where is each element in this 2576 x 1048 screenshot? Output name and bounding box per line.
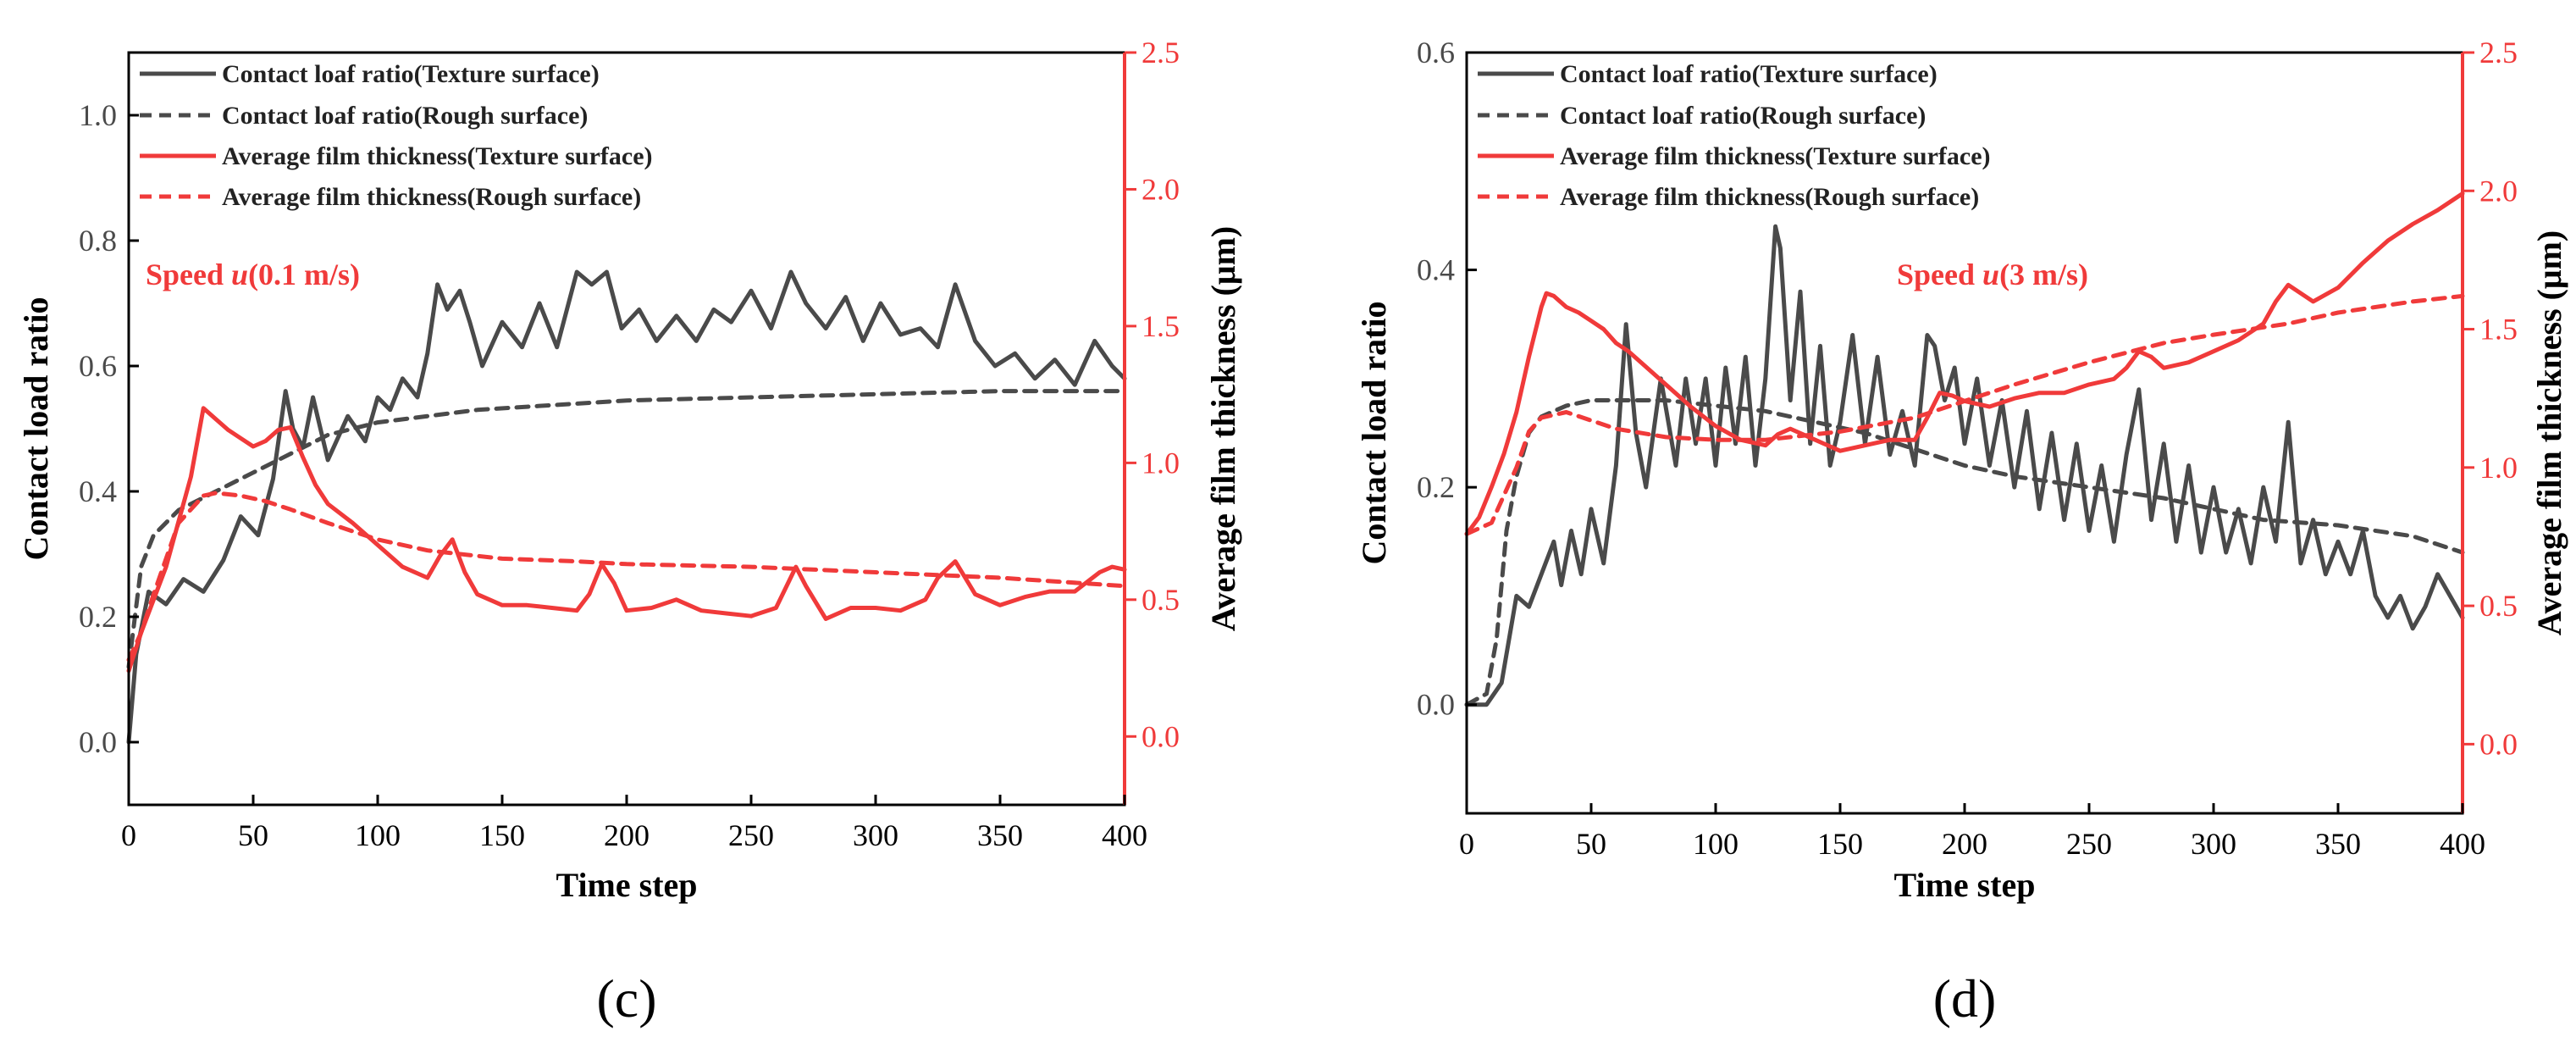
annotation-text: Speed: [146, 258, 231, 291]
x-axis-ticks-d: 0 50 100 150 200 250 300 350 400: [1459, 803, 2485, 861]
left-tick-label: 0.8: [79, 224, 117, 258]
right-tick-label: 2.0: [1142, 172, 1180, 206]
legend-c: Contact loaf ratio(Texture surface) Cont…: [140, 60, 653, 211]
x-tick-label: 200: [1942, 827, 1987, 861]
panel-d: 0.0 0.2 0.4 0.6 0.0 0.5 1.0 1.5 2.0 2.5 0 50 100 15…: [1355, 36, 2568, 1029]
y-axis-title-right-d: Average film thickness (μm): [2530, 230, 2568, 636]
right-tick-label: 0.0: [2479, 727, 2518, 761]
x-axis-title-d: Time step: [1893, 866, 2035, 904]
legend-label: Contact loaf ratio(Rough surface): [1560, 102, 1926, 130]
right-axis-ticks-d: 0.0 0.5 1.0 1.5 2.0 2.5: [2463, 36, 2518, 761]
right-tick-label: 2.0: [2479, 174, 2518, 208]
x-tick-label: 100: [355, 818, 401, 852]
legend-label: Average film thickness(Texture surface): [1560, 142, 1991, 170]
x-axis-ticks-c: 0 50 100 150 200 250 300 350 400: [121, 795, 1147, 852]
x-tick-label: 0: [1459, 827, 1474, 861]
left-axis-ticks-d: 0.0 0.2 0.4 0.6: [1417, 36, 1477, 722]
series-layer-c: [126, 269, 1127, 745]
right-tick-label: 1.0: [2479, 451, 2518, 485]
x-tick-label: 400: [2440, 827, 2485, 861]
legend-label: Contact loaf ratio(Texture surface): [1560, 60, 1938, 88]
left-tick-label: 1.0: [79, 98, 117, 132]
x-tick-label: 150: [479, 818, 525, 852]
legend-label: Average film thickness(Texture surface): [222, 142, 653, 170]
annotation-value: (0.1 m/s): [248, 258, 360, 291]
speed-annotation-d: Speed u(3 m/s): [1897, 258, 2088, 291]
x-tick-label: 300: [853, 818, 898, 852]
x-axis-title-c: Time step: [556, 866, 697, 904]
legend-label: Average film thickness(Rough surface): [222, 183, 641, 211]
right-tick-label: 1.5: [2479, 313, 2518, 347]
legend-label: Contact loaf ratio(Rough surface): [222, 102, 588, 130]
right-tick-label: 2.5: [2479, 36, 2518, 69]
x-tick-label: 200: [604, 818, 650, 852]
series-line-contact-loaf-ratio-texture-surface: [1464, 224, 2465, 707]
x-tick-label: 100: [1693, 827, 1739, 861]
annotation-text: Speed: [1897, 258, 1982, 291]
x-tick-label: 300: [2191, 827, 2236, 861]
x-tick-label: 150: [1817, 827, 1863, 861]
right-tick-label: 0.0: [1142, 719, 1180, 753]
panel-c: 0.0 0.2 0.4 0.6 0.8 1.0 0.0 0.5 1.0 1.5 2.0 2.5 0 5…: [17, 36, 1242, 1029]
annotation-symbol: u: [1982, 258, 1999, 291]
series-line-average-film-thickness-rough-surface: [126, 491, 1127, 663]
right-tick-label: 0.5: [2479, 589, 2518, 623]
series-line-average-film-thickness-rough-surface: [1464, 293, 2465, 536]
left-tick-label: 0.0: [79, 725, 117, 759]
series-line-contact-loaf-ratio-rough-surface: [126, 389, 1127, 669]
x-tick-label: 250: [728, 818, 774, 852]
x-tick-label: 350: [2315, 827, 2361, 861]
annotation-symbol: u: [231, 258, 248, 291]
x-tick-label: 50: [238, 818, 268, 852]
left-tick-label: 0.4: [79, 474, 117, 508]
legend-d: Contact loaf ratio(Texture surface) Cont…: [1478, 60, 1991, 211]
y-axis-title-left-c: Contact load ratio: [17, 297, 55, 560]
right-tick-label: 1.5: [1142, 309, 1180, 343]
left-tick-label: 0.6: [79, 349, 117, 383]
right-tick-label: 1.0: [1142, 446, 1180, 480]
series-line-average-film-thickness-texture-surface: [126, 406, 1127, 674]
series-line-contact-loaf-ratio-rough-surface: [1464, 398, 2465, 707]
right-tick-label: 0.5: [1142, 583, 1180, 617]
left-tick-label: 0.6: [1417, 36, 1455, 69]
panel-label-c: (c): [596, 968, 656, 1029]
x-tick-label: 400: [1102, 818, 1147, 852]
panel-label-d: (d): [1933, 968, 1997, 1029]
annotation-value: (3 m/s): [1999, 258, 2088, 291]
right-tick-label: 2.5: [1142, 36, 1180, 69]
series-line-contact-loaf-ratio-texture-surface: [126, 269, 1127, 745]
y-axis-title-right-c: Average film thickness (μm): [1204, 226, 1242, 632]
speed-annotation-c: Speed u(0.1 m/s): [146, 258, 360, 291]
left-tick-label: 0.2: [1417, 470, 1455, 504]
left-axis-ticks-c: 0.0 0.2 0.4 0.6 0.8 1.0: [79, 98, 139, 759]
series-layer-d: [1464, 191, 2465, 707]
x-tick-label: 350: [977, 818, 1023, 852]
x-tick-label: 250: [2066, 827, 2112, 861]
left-tick-label: 0.2: [79, 600, 117, 634]
y-axis-title-left-d: Contact load ratio: [1355, 301, 1393, 564]
legend-label: Average film thickness(Rough surface): [1560, 183, 1979, 211]
series-line-average-film-thickness-texture-surface: [1464, 191, 2465, 536]
x-tick-label: 50: [1576, 827, 1606, 861]
legend-label: Contact loaf ratio(Texture surface): [222, 60, 600, 88]
left-tick-label: 0.0: [1417, 688, 1455, 722]
x-tick-label: 0: [121, 818, 136, 852]
left-tick-label: 0.4: [1417, 253, 1455, 287]
right-axis-ticks-c: 0.0 0.5 1.0 1.5 2.0 2.5: [1125, 36, 1180, 753]
